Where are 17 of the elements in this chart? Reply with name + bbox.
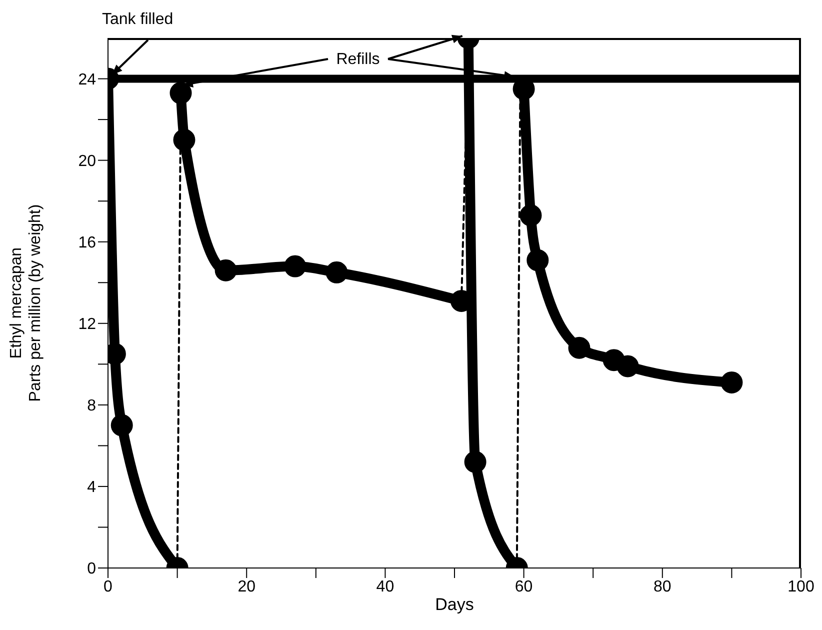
x-tick-label: 60	[514, 578, 533, 596]
y-tick-label: 8	[87, 398, 96, 415]
x-tick-label: 20	[238, 578, 256, 596]
annotation: Tank filled	[102, 11, 174, 28]
y-tick-label: 0	[87, 560, 96, 578]
y-tick-label: 12	[78, 316, 96, 334]
y-tick-label: 4	[87, 479, 96, 496]
y-tick-label: 24	[78, 71, 96, 88]
x-tick-label: 100	[788, 578, 814, 596]
x-axis-title: Days	[435, 595, 474, 614]
y-tick-label: 20	[78, 152, 96, 170]
x-tick-label: 80	[654, 578, 672, 596]
y-tick-label: 16	[78, 234, 96, 252]
y-axis-title: Ethyl mercapan Parts per million (by weight)	[8, 204, 44, 402]
x-tick-label: 40	[376, 578, 394, 596]
x-tick-label: 0	[104, 578, 113, 596]
annotation: Refills	[336, 51, 380, 68]
